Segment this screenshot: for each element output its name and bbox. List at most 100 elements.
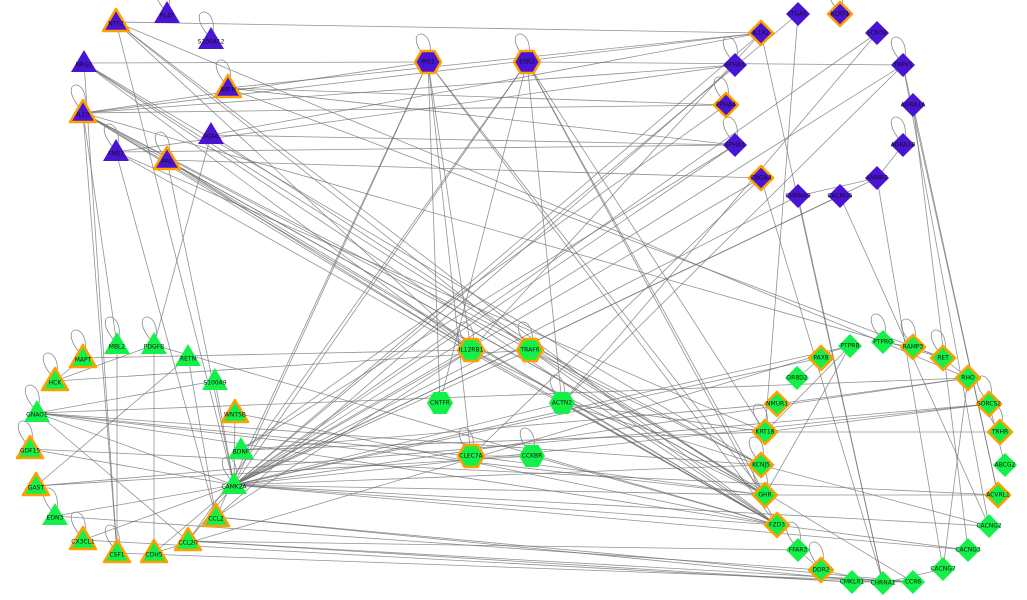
node-chrna9[interactable]: CHRNA9 bbox=[785, 184, 811, 208]
node-ghr[interactable]: GHR bbox=[751, 481, 779, 509]
diamond-node-shape bbox=[747, 19, 775, 47]
node-irs1[interactable]: IRS1 bbox=[413, 49, 443, 75]
node-bdnf[interactable]: BDNF bbox=[228, 437, 254, 459]
node-ccl20[interactable]: CCL20 bbox=[173, 526, 203, 552]
node-ccr6[interactable]: CCR6 bbox=[901, 570, 925, 594]
node-trhr[interactable]: TRHR bbox=[986, 418, 1014, 446]
node-il10[interactable]: IL10 bbox=[68, 98, 98, 124]
node-ptprb[interactable]: PTPRB bbox=[838, 334, 862, 358]
diamond-node-shape bbox=[786, 2, 810, 26]
node-itga5[interactable]: ITGA5 bbox=[786, 2, 810, 26]
node-label: IL12RB1 bbox=[459, 347, 484, 354]
diamond-node-shape bbox=[712, 91, 740, 119]
node-fzd3[interactable]: FZD3 bbox=[763, 511, 791, 539]
node-prl[interactable]: PRL bbox=[152, 145, 182, 171]
node-edn3[interactable]: EDN3 bbox=[42, 503, 68, 525]
node-nrg1[interactable]: NRG1 bbox=[71, 50, 97, 72]
node-cacng7[interactable]: CACNG7 bbox=[930, 557, 956, 581]
diamond-node-shape bbox=[751, 481, 779, 509]
node-cmklr1[interactable]: CMKLR1 bbox=[840, 570, 865, 594]
node-kcnj5[interactable]: KCNJ5 bbox=[747, 451, 775, 479]
node-wnt5b[interactable]: WNT5B bbox=[220, 398, 250, 424]
node-retn[interactable]: RETN bbox=[175, 344, 201, 366]
edge-ESR2-KRT18 bbox=[526, 61, 766, 433]
node-mbl2[interactable]: MBL2 bbox=[104, 332, 130, 354]
node-ret[interactable]: RET bbox=[929, 344, 957, 372]
node-traf6[interactable]: TRAF6 bbox=[515, 337, 545, 363]
diamond-node-shape bbox=[786, 184, 810, 208]
self-loop-GDF15 bbox=[17, 420, 33, 444]
node-fnb1[interactable]: FNB1 bbox=[103, 139, 129, 161]
node-ddr2[interactable]: DDR2 bbox=[807, 556, 835, 584]
node-hck[interactable]: HCK bbox=[40, 366, 70, 392]
node-cdh5[interactable]: CDH5 bbox=[139, 538, 169, 564]
node-sorcs2[interactable]: SORCS2 bbox=[975, 390, 1003, 418]
self-loop-RAMP3 bbox=[900, 318, 916, 342]
diamond-node-shape bbox=[828, 184, 852, 208]
node-mapt[interactable]: MAPT bbox=[68, 343, 98, 369]
node-ntf3[interactable]: NTF3 bbox=[101, 7, 131, 33]
node-cacng5[interactable]: CACNG5 bbox=[827, 184, 853, 208]
node-epha4[interactable]: EPHA4 bbox=[712, 91, 740, 119]
node-abcg2[interactable]: ABCG2 bbox=[993, 453, 1017, 477]
node-ptpro[interactable]: PTPRO bbox=[871, 330, 895, 354]
node-adra1a[interactable]: ADRA1A bbox=[901, 93, 927, 117]
node-adra1b[interactable]: ADRA1B bbox=[891, 133, 916, 157]
node-label: CX3CL1 bbox=[71, 539, 95, 546]
node-amhr2[interactable]: AMHR2 bbox=[865, 166, 889, 190]
node-clec7a[interactable]: CLEC7A bbox=[456, 443, 486, 469]
node-nmur1[interactable]: NMUR1 bbox=[763, 390, 791, 418]
node-rho[interactable]: RHO bbox=[954, 364, 982, 392]
node-esr2[interactable]: ESR2 bbox=[512, 49, 542, 75]
node-artn[interactable]: ARTN bbox=[213, 73, 243, 99]
edge-EDN3-CAMK2A bbox=[54, 484, 235, 517]
node-cnga3[interactable]: CNGA3 bbox=[747, 164, 775, 192]
node-gdf15[interactable]: GDF15 bbox=[15, 434, 45, 460]
node-gnao1[interactable]: GNAO1 bbox=[24, 400, 50, 422]
edge-PRL-IL12RB1 bbox=[166, 159, 472, 351]
diamond-node-shape bbox=[891, 133, 915, 157]
node-camk2a[interactable]: CAMK2A bbox=[221, 472, 248, 494]
node-label: CSF1 bbox=[109, 552, 124, 559]
node-gast[interactable]: GAST bbox=[21, 471, 51, 497]
node-scn3b[interactable]: SCN3B bbox=[865, 21, 889, 45]
node-il12rb1[interactable]: IL12RB1 bbox=[456, 337, 486, 363]
node-krt18[interactable]: KRT18 bbox=[751, 418, 779, 446]
triangle-node-shape bbox=[103, 139, 129, 161]
node-klrf1[interactable]: KLRF1 bbox=[826, 0, 854, 28]
node-cacng3[interactable]: CACNG3 bbox=[955, 538, 981, 562]
node-cntfr[interactable]: CNTFR bbox=[427, 392, 453, 414]
node-actn2[interactable]: ACTN2 bbox=[549, 392, 575, 414]
node-acvrl1[interactable]: ACVRL1 bbox=[984, 481, 1012, 509]
node-cacng2[interactable]: CACNG2 bbox=[976, 514, 1002, 538]
node-pax8[interactable]: PAX8 bbox=[807, 344, 835, 372]
edge-CHRNA9-CAMK2A bbox=[233, 195, 799, 486]
self-loop-CSF1 bbox=[104, 524, 120, 548]
node-il1r2[interactable]: IL1R2 bbox=[747, 19, 775, 47]
node-cckbr[interactable]: CCKBR bbox=[519, 445, 545, 467]
edge-IL10-EPHA4 bbox=[82, 104, 727, 114]
self-loop-SORCS2 bbox=[976, 375, 992, 399]
node-cx3cl1[interactable]: CX3CL1 bbox=[68, 525, 98, 551]
node-or8d2[interactable]: OR8D2 bbox=[785, 366, 809, 390]
edge-EPHA3-BDNF bbox=[240, 144, 736, 451]
node-ramp3[interactable]: RAMP3 bbox=[899, 333, 927, 361]
diamond-node-shape bbox=[891, 53, 915, 77]
node-pdgfb[interactable]: PDGFB bbox=[141, 332, 167, 354]
node-s100a12[interactable]: S100A12 bbox=[198, 27, 225, 49]
node-trpv1[interactable]: TRPV1 bbox=[891, 53, 915, 77]
hexagon-node-shape bbox=[512, 49, 542, 75]
node-csf1[interactable]: CSF1 bbox=[102, 538, 132, 564]
edge-ESR2-CAMK2A bbox=[233, 61, 528, 486]
node-epha3[interactable]: EPHA3 bbox=[723, 133, 747, 157]
node-fgf6[interactable]: FGF6 bbox=[198, 122, 224, 144]
node-ffar3[interactable]: FFAR3 bbox=[786, 538, 810, 562]
node-epha5[interactable]: EPHA5 bbox=[723, 53, 747, 77]
edge-CSF1-CCR6 bbox=[116, 552, 914, 583]
node-s100a9[interactable]: S100A9 bbox=[202, 368, 228, 390]
node-label: TRPV1 bbox=[892, 62, 913, 69]
node-ccl2[interactable]: CCL2 bbox=[201, 502, 231, 528]
node-label: RHO bbox=[961, 375, 975, 382]
node-plat[interactable]: PLAT bbox=[154, 1, 180, 23]
node-chrna1[interactable]: CHRNA1 bbox=[870, 571, 896, 595]
